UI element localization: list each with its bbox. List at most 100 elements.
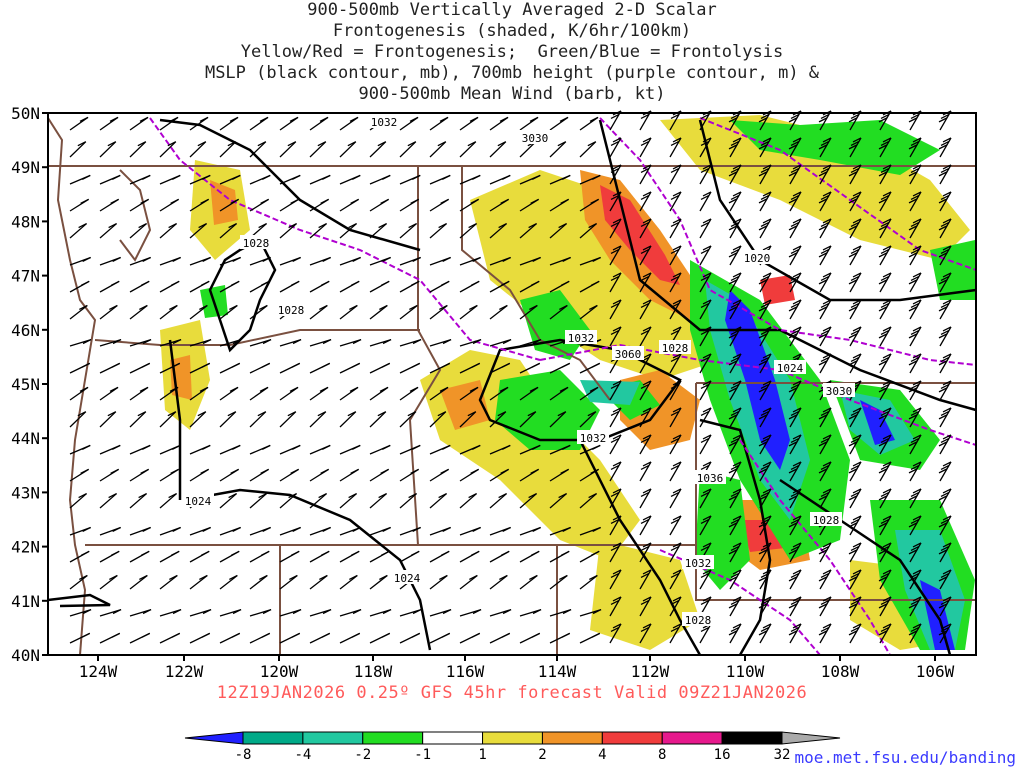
wind-barb [818,407,832,428]
wind-barb [99,174,121,185]
colorbar-segment [242,731,304,745]
wind-barb [908,164,922,185]
wind-barb [129,198,150,212]
wind-barb [908,299,922,320]
wind-barb [159,116,179,131]
wind-barb [549,304,568,320]
wind-barb [908,353,922,374]
wind-barb [908,596,922,617]
wind-barb [848,164,862,185]
wind-barb [818,623,832,644]
wind-barb [579,304,598,320]
mslp-label-bg [694,470,726,484]
height-label-bg [519,130,551,144]
wind-barb [429,280,450,293]
wind-barb [788,623,802,644]
wind-barb [249,304,268,320]
wind-barb [159,141,177,158]
mslp-label-bg [682,555,714,569]
wind-barb [489,632,511,644]
wind-barb [159,444,181,455]
wind-barb [399,280,420,293]
wind-barb [189,141,207,158]
wind-barb [489,304,508,320]
wind-barb [399,256,421,266]
wind-barb [219,632,241,644]
wind-barb [69,362,91,374]
wind-barb [459,362,481,374]
wind-barb [818,326,832,347]
wind-barb [579,468,600,482]
wind-barb [669,569,682,590]
shade-orange [210,180,238,225]
mslp-label: 1028 [662,342,689,355]
valid-time-line: 12Z19JAN2026 0.25º GFS 45hr forecast Val… [216,683,808,703]
mslp-contour [598,119,977,412]
wind-barb [728,569,742,590]
wind-barb [878,380,892,401]
wind-barb [579,198,600,212]
wind-barb [459,141,477,158]
wind-barb [369,550,390,563]
wind-barb [429,304,448,320]
wind-barb [339,574,358,590]
wind-barb [69,338,92,347]
wind-barb [639,299,652,320]
wind-barb [459,116,479,131]
wind-barb [279,141,297,158]
height-label: 3030 [522,132,549,145]
wind-barb [189,338,212,347]
wind-barb [818,272,832,293]
wind-barb [399,632,421,644]
wind-barb [279,550,300,563]
wind-barb [279,526,301,536]
wind-barb [699,164,712,185]
wind-barb [279,280,300,293]
wind-barb [159,338,182,347]
wind-barb [219,304,238,320]
mslp-label-bg [659,340,691,354]
wind-barb [429,492,448,509]
wind-barb [669,137,682,158]
colorbar-label: -2 [354,747,371,763]
idaho-west-border [408,166,442,546]
colorbar-right-arrow [781,731,841,745]
wind-barb [938,191,952,212]
wind-barb [519,304,538,320]
wind-barb [699,326,712,347]
lat-label: 43N [11,483,40,502]
wind-barb [249,280,270,293]
mslp-label-bg [741,250,773,264]
wind-barb [908,461,922,482]
wind-barb [429,338,452,347]
wind-barb [159,411,177,428]
colorbar-label: 8 [658,747,666,763]
wind-barb [219,468,240,482]
wind-barb [878,245,892,266]
wind-barb [579,574,598,590]
wind-barb [219,550,240,563]
wind-barb [369,362,391,374]
wind-barb [189,304,208,320]
wind-barb [99,222,118,239]
wind-barb [99,304,118,320]
wind-barb [369,338,392,347]
wind-barb [129,550,150,563]
credit-link[interactable]: moe.met.fsu.edu/banding [794,748,1016,767]
wind-barb [129,338,152,347]
wind-barb [728,434,742,455]
wind-barb [579,444,601,455]
wind-barb [908,137,922,158]
wind-barb [639,461,652,482]
wind-barb [758,218,772,239]
wind-barb [69,444,91,455]
wind-barb [309,116,329,131]
wind-barb [818,569,832,590]
wind-barb [669,218,682,239]
wind-barb [429,608,452,617]
wind-barb [249,116,269,131]
wind-barb [489,386,509,401]
wind-barb [669,515,682,536]
wind-barb [908,191,922,212]
wind-barb [159,386,179,401]
